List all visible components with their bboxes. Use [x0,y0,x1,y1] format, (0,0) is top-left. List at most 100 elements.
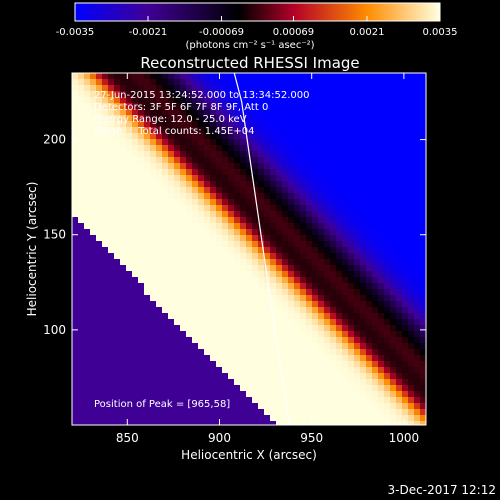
heatmap-cell [114,193,121,200]
heatmap-cell [402,211,409,218]
heatmap-cell [186,79,193,86]
heatmap-cell [258,163,265,170]
heatmap-cell [330,241,337,248]
heatmap-cell [324,421,331,425]
heatmap-cell [342,415,349,422]
heatmap-cell [366,115,373,122]
heatmap-cell [360,379,367,386]
heatmap-cell [408,313,415,320]
heatmap-cell [144,199,151,206]
heatmap-cell [258,367,265,374]
heatmap-cell [210,103,217,110]
heatmap-cell [348,259,355,266]
heatmap-cell [108,163,115,170]
heatmap-cell [264,349,271,356]
heatmap-cell [132,115,139,122]
heatmap-cell [126,397,133,404]
heatmap-cell [312,343,319,350]
heatmap-cell [192,109,199,116]
heatmap-cell [324,85,331,92]
heatmap-cell [342,139,349,146]
heatmap-cell [114,355,121,362]
heatmap-cell [210,301,217,308]
heatmap-cell [210,295,217,302]
heatmap-cell [90,379,97,386]
heatmap-cell [378,97,385,104]
heatmap-cell [144,343,151,350]
heatmap-cell [198,97,205,104]
heatmap-cell [342,193,349,200]
heatmap-cell [324,331,331,338]
heatmap-cell [234,133,241,140]
heatmap-cell [210,199,217,206]
heatmap-cell [252,385,259,392]
heatmap-cell [210,259,217,266]
heatmap-cell [300,277,307,284]
heatmap-cell [198,91,205,98]
heatmap-cell [186,103,193,110]
heatmap-cell [150,301,157,308]
heatmap-cell [96,193,103,200]
heatmap-cell [126,205,133,212]
heatmap-cell [384,211,391,218]
heatmap-cell [258,229,265,236]
heatmap-cell [90,283,97,290]
heatmap-cell [372,325,379,332]
heatmap-cell [402,151,409,158]
heatmap-cell [150,313,157,320]
heatmap-cell [324,349,331,356]
heatmap-cell [114,319,121,326]
heatmap-cell [360,361,367,368]
heatmap-cell [396,409,403,416]
heatmap-cell [162,187,169,194]
heatmap-cell [402,223,409,230]
heatmap-cell [144,103,151,110]
heatmap-cell [408,391,415,398]
heatmap-cell [132,385,139,392]
heatmap-cell [372,253,379,260]
heatmap-cell [216,283,223,290]
heatmap-cell [252,199,259,206]
heatmap-cell [162,331,169,338]
heatmap-cell [150,379,157,386]
heatmap-cell [252,175,259,182]
heatmap-cell [90,415,97,422]
heatmap-cell [312,277,319,284]
heatmap-cell [180,163,187,170]
heatmap-cell [72,223,79,230]
heatmap-cell [264,355,271,362]
heatmap-cell [366,349,373,356]
heatmap-cell [108,421,115,425]
heatmap-cell [414,247,421,254]
heatmap-cell [108,265,115,272]
heatmap-cell [318,235,325,242]
heatmap-cell [288,127,295,134]
heatmap-cell [228,181,235,188]
heatmap-cell [366,313,373,320]
heatmap-cell [90,139,97,146]
heatmap-cell [228,271,235,278]
heatmap-cell [144,109,151,116]
heatmap-cell [288,259,295,266]
heatmap-cell [228,319,235,326]
heatmap-cell [306,391,313,398]
heatmap-cell [150,145,157,152]
heatmap-cell [180,241,187,248]
heatmap-cell [114,361,121,368]
heatmap-cell [186,355,193,362]
heatmap-cell [78,85,85,92]
heatmap-cell [114,301,121,308]
heatmap-cell [156,217,163,224]
heatmap-cell [234,313,241,320]
heatmap-cell [258,241,265,248]
heatmap-cell [276,85,283,92]
heatmap-cell [192,385,199,392]
heatmap-cell [270,265,277,272]
heatmap-cell [168,229,175,236]
heatmap-cell [144,217,151,224]
heatmap-cell [264,145,271,152]
heatmap-cell [222,85,229,92]
heatmap-cell [372,373,379,380]
heatmap-cell [330,265,337,272]
heatmap-cell [156,337,163,344]
